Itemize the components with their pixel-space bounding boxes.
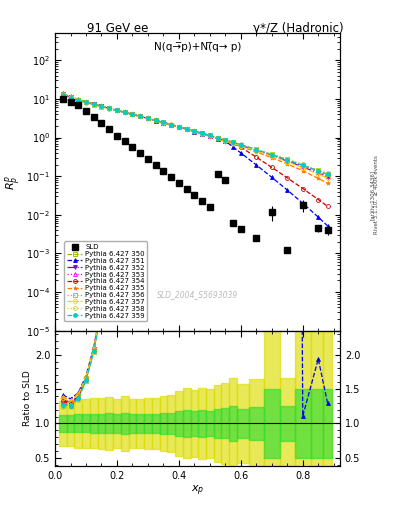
Text: γ*/Z (Hadronic): γ*/Z (Hadronic) — [253, 22, 344, 34]
Text: Rivet 3.1.10,  ≥ 400k events: Rivet 3.1.10, ≥ 400k events — [374, 155, 379, 234]
Text: SLD_2004_S5693039: SLD_2004_S5693039 — [157, 290, 238, 300]
X-axis label: $x_p$: $x_p$ — [191, 483, 204, 498]
Text: N(q→̅p)+N(̅q→ p): N(q→̅p)+N(̅q→ p) — [154, 42, 241, 52]
Y-axis label: Ratio to SLD: Ratio to SLD — [23, 371, 32, 426]
Text: [arXiv:1306.3436]: [arXiv:1306.3436] — [370, 169, 375, 220]
Text: 91 GeV ee: 91 GeV ee — [87, 22, 149, 34]
Legend: SLD, Pythia 6.427 350, Pythia 6.427 351, Pythia 6.427 352, Pythia 6.427 353, Pyt: SLD, Pythia 6.427 350, Pythia 6.427 351,… — [64, 242, 147, 322]
Y-axis label: $R^{p}_{p}$: $R^{p}_{p}$ — [4, 175, 23, 189]
